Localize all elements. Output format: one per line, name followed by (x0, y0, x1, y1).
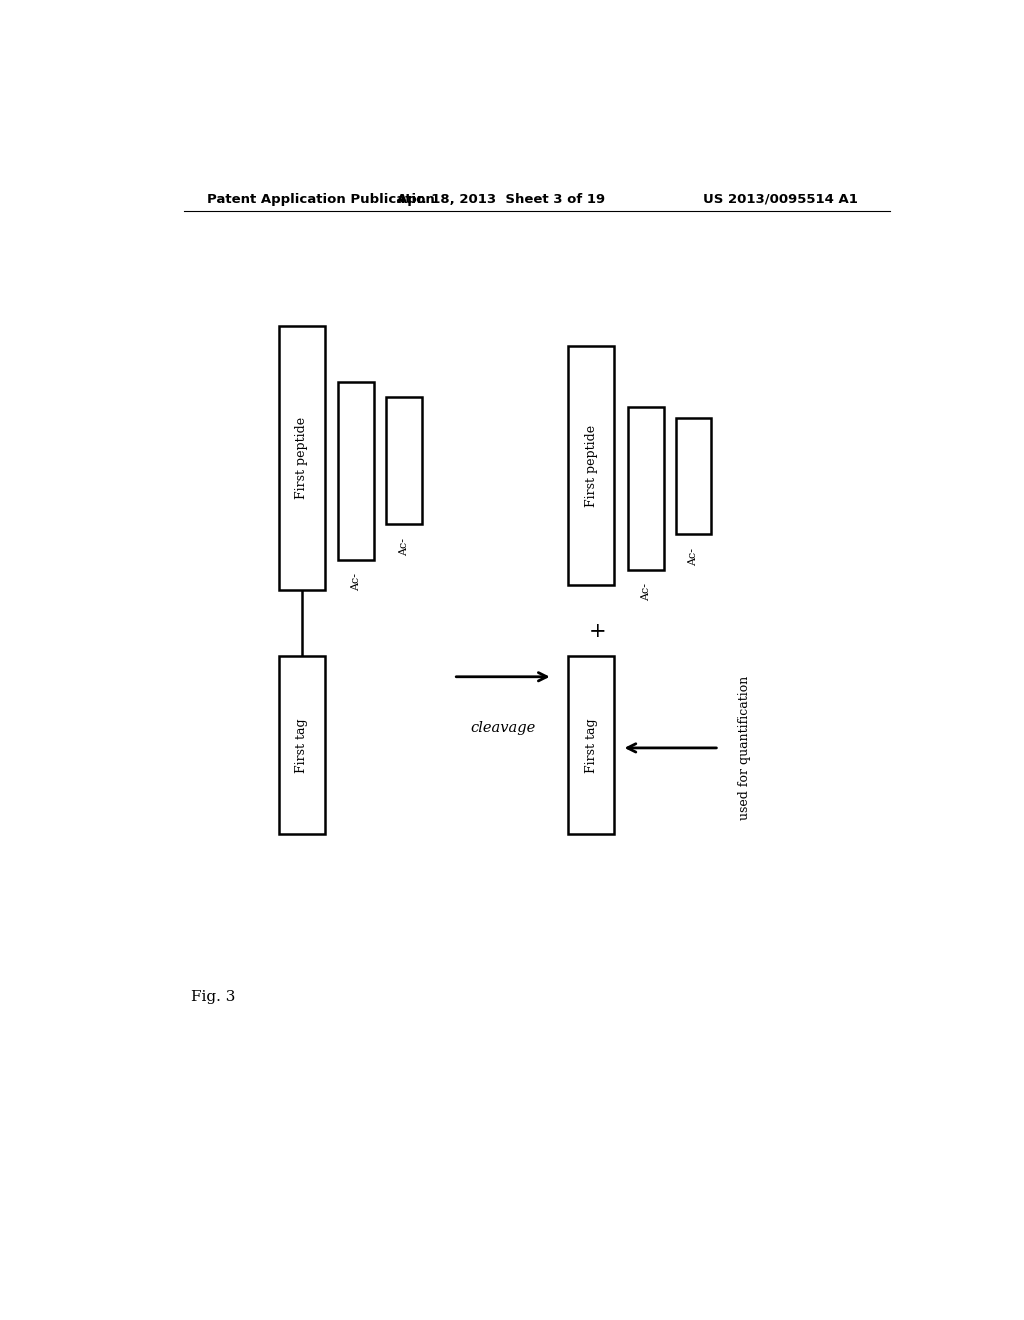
Bar (279, 656, 325, 834)
Text: US 2013/0095514 A1: US 2013/0095514 A1 (703, 193, 858, 206)
Text: First tag: First tag (295, 718, 308, 772)
Bar (568, 656, 614, 834)
Text: Ac-: Ac- (398, 537, 409, 556)
Text: First peptide: First peptide (295, 417, 308, 499)
Text: cleavage: cleavage (470, 721, 536, 735)
Text: Apr. 18, 2013  Sheet 3 of 19: Apr. 18, 2013 Sheet 3 of 19 (397, 193, 605, 206)
Bar (568, 346, 614, 585)
Bar (386, 397, 422, 524)
Bar (676, 417, 712, 535)
Text: used for quantification: used for quantification (738, 676, 752, 820)
Bar (628, 408, 664, 570)
Text: Fig. 3: Fig. 3 (191, 990, 236, 1005)
Bar (338, 381, 374, 560)
Text: First tag: First tag (585, 718, 598, 772)
Text: Ac-: Ac- (351, 573, 361, 591)
Text: Patent Application Publication: Patent Application Publication (207, 193, 435, 206)
Text: Ac-: Ac- (641, 583, 651, 601)
Text: First peptide: First peptide (585, 425, 598, 507)
Text: +: + (589, 622, 606, 640)
Text: Ac-: Ac- (688, 548, 698, 566)
Bar (279, 326, 325, 590)
